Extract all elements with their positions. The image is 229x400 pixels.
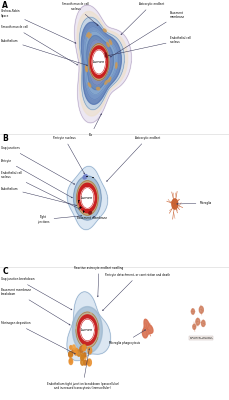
Text: Tight
junctions: Tight junctions [37,215,82,224]
Text: Smooth muscle cell
nucleus: Smooth muscle cell nucleus [62,2,98,26]
Circle shape [69,346,72,349]
Circle shape [79,346,83,352]
Circle shape [199,306,202,313]
Polygon shape [81,22,121,104]
Ellipse shape [106,42,109,47]
Text: Astrocytic endfeet: Astrocytic endfeet [120,2,164,35]
Circle shape [70,352,72,356]
Polygon shape [79,17,124,110]
Text: Lumen: Lumen [92,60,105,64]
Text: Virchow-Robin
Space: Virchow-Robin Space [1,9,76,43]
Circle shape [83,360,86,365]
Text: C: C [2,267,8,276]
Text: Smooth muscle cell: Smooth muscle cell [1,25,77,65]
Polygon shape [67,292,110,361]
Circle shape [87,359,91,366]
Text: Endothelium: Endothelium [1,187,76,206]
Ellipse shape [105,53,106,58]
Text: Gap junctions: Gap junctions [1,146,74,184]
Text: A: A [2,1,8,10]
Text: Gap junction breakdown: Gap junction breakdown [1,277,72,310]
Polygon shape [87,36,113,90]
Circle shape [80,355,83,360]
Polygon shape [74,5,131,123]
Circle shape [171,199,177,209]
Polygon shape [77,315,97,345]
Circle shape [195,318,199,325]
Text: Lumen: Lumen [81,196,93,200]
Text: Endothelial cell
nucleus: Endothelial cell nucleus [108,36,190,56]
Polygon shape [67,166,107,230]
Ellipse shape [103,29,106,32]
Circle shape [81,353,84,358]
Text: Fibrinogen deposition: Fibrinogen deposition [1,321,75,354]
Ellipse shape [85,66,87,72]
Polygon shape [73,176,101,220]
Circle shape [69,358,72,364]
Ellipse shape [88,83,90,87]
Circle shape [191,309,194,314]
Ellipse shape [108,77,110,82]
Text: Neuronal loss due
to NVU dysfunction: Neuronal loss due to NVU dysfunction [189,337,212,339]
Circle shape [74,350,77,355]
Text: Basement membrane
breakdown: Basement membrane breakdown [1,288,70,325]
Circle shape [82,345,85,351]
Text: Lumen: Lumen [81,328,93,332]
Circle shape [82,345,85,350]
Circle shape [69,359,71,362]
Polygon shape [142,319,152,338]
Ellipse shape [88,212,91,214]
Text: Pericyte detachment, or constriction and death: Pericyte detachment, or constriction and… [102,273,170,311]
Text: Endothelium: Endothelium [1,39,87,66]
Polygon shape [85,31,115,94]
Circle shape [87,360,89,364]
Text: Endothelial cell
nucleus: Endothelial cell nucleus [1,171,79,209]
Ellipse shape [96,88,99,90]
Text: Pericyte nucleus: Pericyte nucleus [53,136,84,174]
Text: Pericyte: Pericyte [1,159,72,198]
Text: Astrocytic endfeet: Astrocytic endfeet [106,136,159,181]
Text: Pia: Pia [88,114,101,137]
Circle shape [83,353,85,357]
Circle shape [77,350,80,356]
Ellipse shape [83,174,87,179]
Ellipse shape [88,34,91,38]
Polygon shape [92,50,105,74]
Circle shape [70,352,72,357]
Polygon shape [77,12,127,116]
Circle shape [80,359,84,365]
Polygon shape [83,27,118,99]
Ellipse shape [104,80,107,84]
Polygon shape [76,312,98,348]
Text: Endothelium tight junction breakdown (paracellular)
and increased transcytosis (: Endothelium tight junction breakdown (pa… [46,349,118,390]
Circle shape [84,356,86,359]
Polygon shape [76,181,98,215]
Ellipse shape [109,40,111,44]
Text: B: B [2,134,8,143]
Polygon shape [88,40,111,85]
Polygon shape [78,183,96,213]
Ellipse shape [85,66,87,72]
Circle shape [69,352,71,356]
Polygon shape [81,188,93,208]
Circle shape [72,345,75,350]
Circle shape [192,324,195,329]
Polygon shape [80,319,94,341]
Circle shape [87,347,91,354]
Text: Basement
membrane: Basement membrane [110,10,185,57]
Circle shape [82,344,85,350]
Polygon shape [90,46,107,78]
Text: Reactive astrocyte endfeet swelling: Reactive astrocyte endfeet swelling [74,266,123,297]
Text: Microglia: Microglia [176,201,211,205]
Circle shape [72,349,74,353]
Polygon shape [88,44,109,80]
Circle shape [74,348,78,354]
Text: Basement membrane: Basement membrane [77,216,106,220]
Circle shape [201,320,204,326]
Circle shape [68,352,71,357]
Ellipse shape [115,63,117,68]
Text: Microglia phagocytosis: Microglia phagocytosis [108,330,145,345]
Polygon shape [72,307,102,353]
Ellipse shape [86,32,89,36]
